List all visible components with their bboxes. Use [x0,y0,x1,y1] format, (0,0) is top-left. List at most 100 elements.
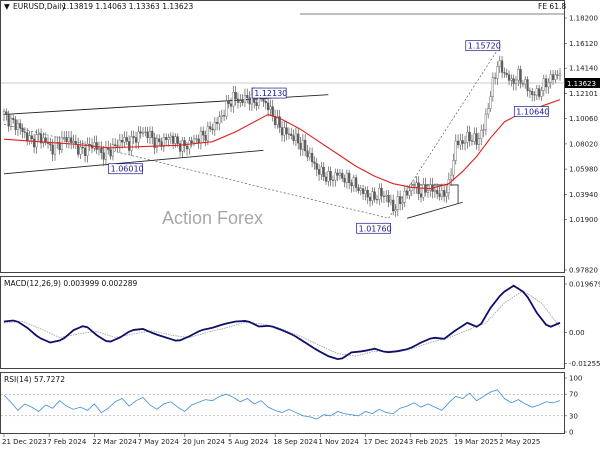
candle-body [255,102,258,106]
candle-body [222,115,226,117]
candle-body [338,172,342,176]
candle-body [151,131,154,138]
macd-lines [3,284,561,361]
ma-line [3,99,561,190]
candle-body [357,187,360,191]
candle-body [243,94,247,103]
ohlc-values: 1.13819 1.14063 1.13363 1.13623 [62,2,193,11]
annotation-box [465,40,501,52]
candle-body [406,191,409,196]
candle-body [519,69,522,84]
candle-body [33,138,36,148]
candle-body [167,137,170,140]
candle-body [137,131,140,143]
annotation-label: 1.15720 [468,42,501,51]
pattern-box [411,184,459,204]
rsi-tick-label: 70 [569,391,578,399]
macd-tick-label: 0.00 [569,329,585,337]
candle-body [375,199,379,201]
candle-body [225,100,228,117]
candle-body [86,143,89,156]
candle-body [433,189,436,192]
candle-body [39,133,43,144]
candle-body [2,111,6,115]
candle-body [308,152,311,158]
candle-body [366,190,369,198]
candle-body [88,143,91,146]
candle-body [283,127,286,136]
candle-body [227,100,230,105]
candles [2,55,562,217]
candle-body [496,66,499,79]
annotation-label: 1.01760 [359,224,392,233]
candle-body [30,135,33,140]
candle-body [401,202,404,204]
candle-body [202,130,205,136]
candle-body [345,172,348,183]
date-tick-label: 21 Dec 2023 [2,438,47,446]
date-tick-label: 7 Feb 2024 [47,438,87,446]
candle-body [399,196,402,204]
candle-body [162,137,165,147]
candle-body [542,78,545,91]
candle-body [498,60,501,67]
candle-body [70,137,73,143]
rsi-tick-label: 100 [569,375,582,383]
candle-body [459,140,462,146]
candle-body [174,136,177,144]
candle-body [14,119,17,130]
candle-body [169,135,172,138]
candle-body [111,144,114,157]
candle-body [531,91,534,95]
candle-body [327,171,330,182]
candle-body [195,138,198,140]
candle-body [280,127,284,136]
candle-body [155,138,158,148]
candle-body [549,74,552,83]
candle-body [130,136,133,151]
macd-panel [0,276,565,369]
candle-body [264,101,267,104]
current-price-label: 1.13623 [567,80,596,88]
candle-body [526,79,529,91]
candle-body [419,193,423,198]
candle-body [371,191,374,201]
candle-body [392,199,395,212]
candle-body [104,147,108,160]
candle-body [183,140,186,147]
candle-body [426,190,430,193]
candle-body [378,187,381,200]
candle-body [160,141,163,147]
candle-body [100,148,103,153]
candle-body [382,195,386,197]
fibo-corner-label: FE 61.8 [538,2,566,11]
candle-body [26,132,29,142]
candle-body [23,131,26,133]
candle-body [317,169,321,175]
watermark: Action Forex [162,208,263,228]
candle-body [153,137,156,148]
candle-body [144,131,147,133]
annotation-box [513,106,549,117]
candle-body [5,111,8,115]
candle-body [209,126,212,130]
candle-body [450,174,453,180]
candle-body [558,73,562,76]
candle-body [452,160,455,176]
candle-body [475,133,478,145]
candle-body [63,137,66,139]
candle-body [292,135,295,141]
candle-body [484,113,487,130]
candle-body [547,82,550,88]
chart-menu-icon[interactable]: ▼ [4,2,10,11]
candle-body [297,133,300,144]
date-tick-label: 22 Mar 2024 [92,438,137,446]
candle-body [216,122,219,124]
candle-body [127,141,131,151]
annotation-label: 1.10640 [516,107,549,116]
date-tick-label: 3 Feb 2025 [409,438,448,446]
price-tick-label: 1.12101 [569,90,598,98]
candle-body [278,116,281,128]
candle-body [396,196,399,210]
